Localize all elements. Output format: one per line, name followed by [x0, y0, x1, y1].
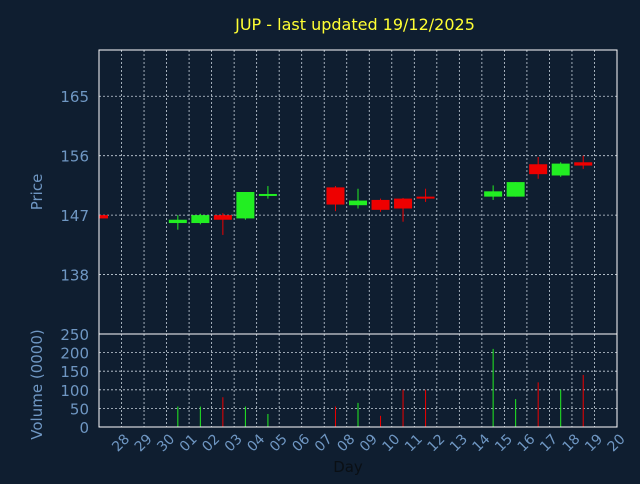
candle [213, 213, 232, 235]
candle [371, 198, 390, 212]
day-tick-label: 13 [447, 431, 471, 455]
volume-tick-label: 100 [60, 382, 89, 400]
day-tick-label: 05 [267, 431, 291, 455]
day-tick-label: 06 [289, 431, 313, 455]
chart-title: JUP - last updated 19/12/2025 [234, 15, 475, 34]
volume-frame [98, 333, 618, 428]
volume-tick-label: 0 [79, 419, 89, 437]
volume-axis-label: Volume (0000) [28, 329, 46, 439]
candle [529, 156, 548, 179]
x-axis-label: Day [333, 458, 363, 476]
price-grid [99, 50, 617, 334]
day-tick-label: 30 [154, 431, 178, 455]
candle [416, 188, 435, 202]
volume-tick-label: 250 [60, 326, 89, 344]
price-tick-label: 156 [60, 148, 89, 166]
volume-tick-label: 150 [60, 363, 89, 381]
candle-body [371, 199, 390, 210]
candle-body [99, 215, 108, 219]
candle-body [191, 215, 210, 224]
day-tick-label: 09 [357, 431, 381, 455]
candle [326, 186, 345, 212]
candle-body [506, 182, 525, 197]
day-tick-label: 17 [537, 431, 561, 455]
day-tick-label: 07 [312, 431, 336, 455]
candle [258, 186, 277, 199]
volume-bars-layer [177, 348, 584, 427]
day-tick-label: 10 [379, 431, 403, 455]
axes-layer [98, 49, 618, 428]
day-tick-label: 20 [605, 431, 629, 455]
volume-grid [99, 334, 617, 427]
day-tick-label: 28 [109, 431, 133, 455]
day-tick-label: 15 [492, 431, 516, 455]
candle [394, 197, 413, 222]
day-tick-label: 02 [199, 431, 223, 455]
candle [484, 185, 503, 200]
candle [99, 215, 108, 219]
candle [168, 215, 187, 230]
day-tick-label: 03 [222, 431, 246, 455]
candle [191, 213, 210, 225]
day-tick-label: 11 [402, 431, 426, 455]
candle-body [551, 163, 570, 176]
candle [349, 188, 367, 209]
candle [574, 155, 593, 169]
day-tick-label: 16 [515, 431, 539, 455]
price-tick-label: 138 [60, 267, 89, 285]
candle [506, 182, 525, 197]
candle-body [574, 162, 593, 166]
candle-body [394, 198, 413, 209]
candle-body [529, 164, 548, 175]
day-tick-label: 14 [470, 431, 494, 455]
candle-body [484, 191, 503, 197]
candle [236, 192, 255, 220]
day-tick-label: 08 [334, 431, 358, 455]
price-tick-label: 165 [60, 88, 89, 106]
candle-body [258, 193, 277, 196]
candle-body [236, 192, 255, 219]
volume-tick-label: 50 [70, 400, 89, 418]
day-tick-label: 29 [132, 431, 156, 455]
candle-body [168, 219, 187, 224]
candle-body [213, 215, 232, 220]
volume-tick-label: 200 [60, 345, 89, 363]
candle-body [326, 187, 345, 205]
price-axis-label: Price [28, 174, 46, 211]
day-tick-label: 18 [560, 431, 584, 455]
candles-layer [99, 155, 593, 235]
day-tick-label: 01 [177, 431, 201, 455]
candle-body [349, 200, 367, 206]
day-tick-label: 19 [582, 431, 606, 455]
day-tick-label: 12 [425, 431, 449, 455]
candle-body [416, 196, 435, 199]
price-tick-label: 147 [60, 207, 89, 225]
day-tick-label: 04 [244, 431, 268, 455]
candle [551, 162, 570, 177]
